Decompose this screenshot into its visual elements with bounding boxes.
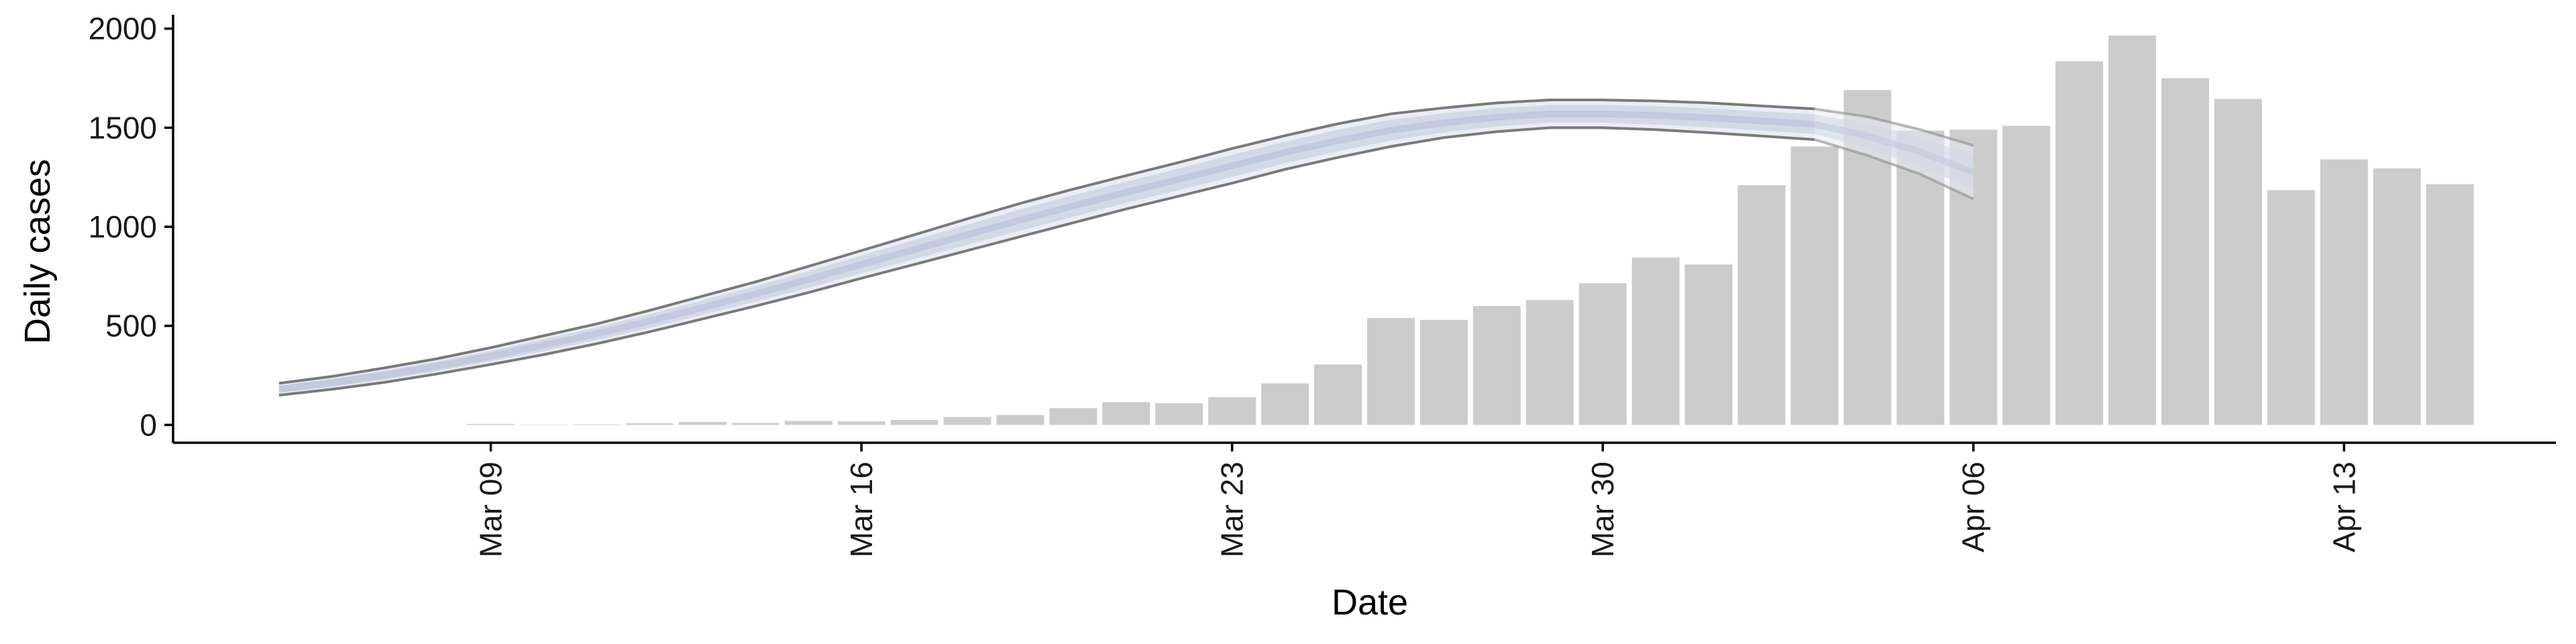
bar-2020-04-09 bbox=[2108, 36, 2157, 425]
x-axis-title: Date bbox=[1332, 582, 1408, 623]
bar-2020-04-02 bbox=[1737, 185, 1786, 425]
bar-2020-03-20 bbox=[1049, 408, 1097, 425]
bar-2020-04-13 bbox=[2320, 159, 2368, 425]
bar-2020-03-18 bbox=[943, 417, 991, 425]
bar-2020-04-07 bbox=[2002, 125, 2051, 425]
y-tick-label-1500: 1500 bbox=[89, 110, 157, 145]
bar-2020-03-25 bbox=[1314, 364, 1362, 425]
x-tick-label-2020-03-30: Mar 30 bbox=[1585, 462, 1620, 557]
bar-2020-04-14 bbox=[2373, 168, 2421, 425]
band-lower-line-forecast bbox=[1814, 138, 1974, 201]
bar-2020-03-15 bbox=[784, 421, 833, 425]
bar-2020-03-28 bbox=[1472, 306, 1521, 425]
bar-2020-03-22 bbox=[1155, 402, 1203, 425]
bands-layer bbox=[278, 99, 1975, 397]
bar-2020-04-10 bbox=[2161, 78, 2209, 425]
bar-2020-03-13 bbox=[678, 421, 727, 425]
band-upper-line-fit bbox=[278, 99, 1815, 385]
bar-2020-03-16 bbox=[837, 421, 885, 425]
band-median-forecast bbox=[1813, 121, 1975, 176]
x-tick-label-2020-03-23: Mar 23 bbox=[1215, 462, 1250, 557]
bar-2020-03-21 bbox=[1102, 402, 1150, 425]
bar-2020-03-09 bbox=[467, 423, 515, 425]
y-axis-title: Daily cases bbox=[17, 159, 58, 344]
bars-layer bbox=[467, 36, 2474, 425]
y-tick-label-1000: 1000 bbox=[89, 209, 157, 244]
bar-2020-04-08 bbox=[2055, 61, 2104, 425]
bar-2020-03-12 bbox=[625, 423, 674, 425]
bar-2020-03-26 bbox=[1366, 317, 1415, 425]
bar-2020-04-12 bbox=[2267, 190, 2315, 425]
x-tick-label-2020-04-06: Apr 06 bbox=[1956, 462, 1991, 553]
bar-2020-04-03 bbox=[1790, 146, 1839, 425]
bar-2020-03-29 bbox=[1525, 300, 1574, 425]
x-tick-label-2020-04-13: Apr 13 bbox=[2326, 462, 2361, 553]
bar-2020-03-27 bbox=[1419, 319, 1468, 425]
x-tick-label-2020-03-09: Mar 09 bbox=[474, 462, 508, 557]
bar-2020-03-30 bbox=[1578, 283, 1627, 425]
axes-layer: 0 500 1000 1500 2000 Mar 09 Mar 16 Mar 23 Mar 30… bbox=[89, 11, 2556, 557]
bar-2020-03-31 bbox=[1631, 257, 1680, 425]
band-lower-line-fit bbox=[278, 126, 1815, 397]
bar-2020-04-15 bbox=[2426, 184, 2474, 425]
y-tick-label-0: 0 bbox=[140, 407, 157, 442]
bar-2020-03-19 bbox=[996, 415, 1044, 425]
bar-2020-03-14 bbox=[731, 423, 780, 425]
bar-2020-04-01 bbox=[1684, 264, 1733, 425]
y-tick-label-500: 500 bbox=[105, 309, 157, 343]
y-tick-label-2000: 2000 bbox=[89, 11, 157, 46]
bar-2020-03-17 bbox=[890, 420, 938, 425]
band-median-fit bbox=[278, 110, 1815, 393]
x-tick-label-2020-03-16: Mar 16 bbox=[844, 462, 879, 557]
bar-2020-03-23 bbox=[1208, 397, 1256, 425]
band-upper-line-forecast bbox=[1814, 107, 1974, 147]
bar-2020-04-11 bbox=[2214, 99, 2262, 425]
bar-2020-03-24 bbox=[1261, 383, 1309, 425]
